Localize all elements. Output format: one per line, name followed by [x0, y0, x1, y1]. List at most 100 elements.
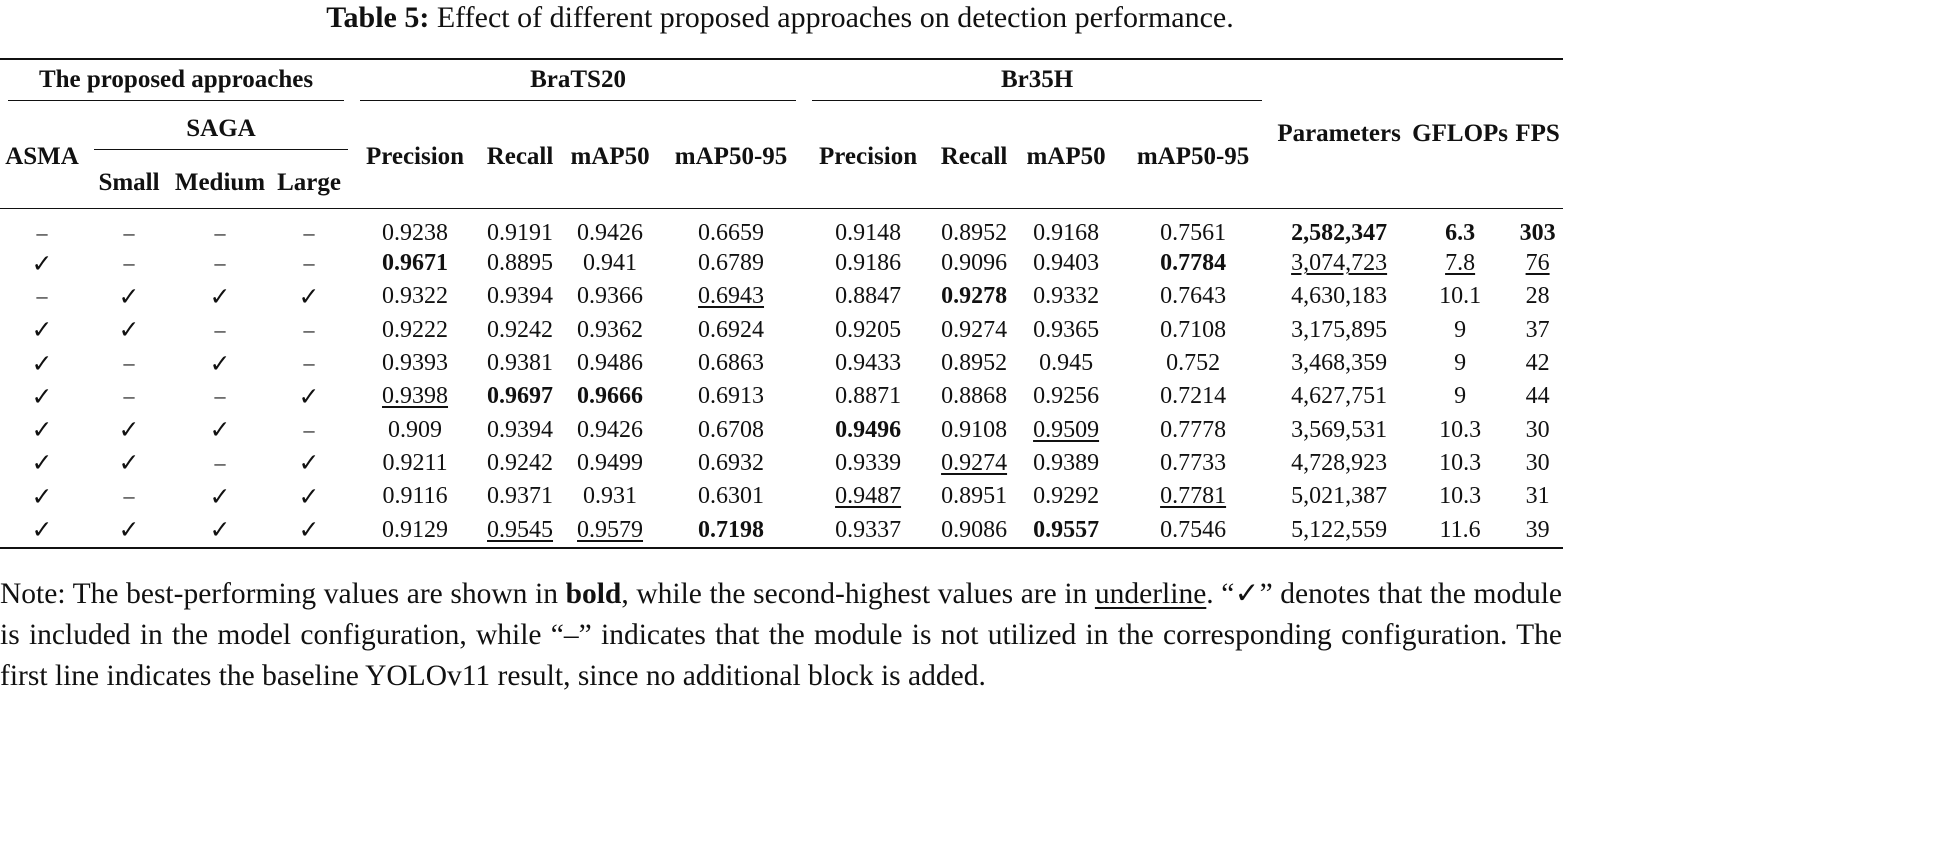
cell-value: 31 — [1525, 483, 1550, 510]
cell-value: 0.7781 — [1160, 483, 1227, 510]
table-cell: 0.7778 — [1116, 413, 1270, 446]
cell-value: 9 — [1454, 383, 1467, 410]
table-cell: – — [0, 209, 84, 248]
results-table: The proposed approaches BraTS20 Br35H Pa… — [0, 58, 1564, 549]
table-row: ✓ – – ✓ 0.9398 0.9697 0.9666 0.6913 0.8871 0.8868… — [0, 380, 1563, 413]
cell-value: 0.7198 — [698, 516, 765, 543]
table-row: ✓ – ✓ ✓ 0.9116 0.9371 0.931 0.6301 0.9487 0.8951 0… — [0, 480, 1563, 513]
table-cell: 0.6659 — [658, 209, 804, 248]
table-row: ✓ – ✓ – 0.9393 0.9381 0.9486 0.6863 0.9433 0.8952… — [0, 347, 1563, 380]
header-brats-map50-95: mAP50-95 — [658, 106, 805, 209]
table-cell: 0.9697 — [478, 380, 562, 413]
cell-value: 0.8871 — [835, 383, 902, 410]
table-cell: 0.9499 — [562, 447, 658, 480]
header-group-brats20: BraTS20 — [352, 58, 805, 106]
table-cell: 3,468,359 — [1270, 347, 1408, 380]
check-icon: ✓ — [118, 281, 140, 311]
table-cell: 0.9242 — [478, 447, 562, 480]
note-text-3: . “✓” denotes that the module is include… — [0, 578, 1563, 692]
cell-value: 0.909 — [388, 416, 443, 443]
cell-value: 0.9292 — [1033, 483, 1100, 510]
table-cell: ✓ — [0, 480, 84, 513]
dash-icon: – — [303, 416, 315, 442]
table-cell: 0.9487 — [804, 480, 932, 513]
table-cell: 3,074,723 — [1270, 247, 1408, 280]
table-cell: 31 — [1512, 480, 1563, 513]
header-brats-precision: Precision — [352, 106, 479, 209]
table-cell: ✓ — [174, 413, 266, 446]
cell-value: 0.945 — [1039, 350, 1094, 377]
table-cell: ✓ — [0, 314, 84, 347]
table-cell: ✓ — [84, 513, 174, 549]
table-cell: 303 — [1512, 209, 1563, 248]
dash-icon: – — [303, 219, 315, 245]
cell-value: 4,630,183 — [1291, 283, 1388, 310]
cell-value: 0.9278 — [941, 283, 1008, 310]
table-cell: 5,122,559 — [1270, 513, 1409, 549]
table-cell: 0.8847 — [804, 280, 932, 313]
table-cell: 0.6863 — [658, 347, 804, 380]
table-cell: – — [84, 347, 174, 380]
table-cell: ✓ — [266, 280, 352, 313]
table-cell: 0.8895 — [478, 247, 562, 280]
table-cell: 0.9222 — [352, 314, 478, 347]
check-icon: ✓ — [209, 281, 231, 311]
table-cell: ✓ — [84, 280, 174, 313]
table-cell: 4,630,183 — [1270, 280, 1408, 313]
table-cell: – — [266, 314, 352, 347]
table-cell: 2,582,347 — [1270, 209, 1408, 248]
table-body: – – – – 0.9238 0.9191 0.9426 0.6659 0.9148 0.8952… — [0, 209, 1564, 549]
table-cell: 0.9426 — [562, 413, 658, 446]
table-cell: 0.9433 — [804, 347, 932, 380]
table-cell: 0.9496 — [804, 413, 932, 446]
cell-value: 0.9211 — [382, 449, 448, 476]
table-cell: 0.6708 — [658, 413, 804, 446]
table-cell: ✓ — [266, 380, 352, 413]
cell-value: 303 — [1519, 219, 1556, 246]
cell-value: 0.9186 — [835, 250, 902, 277]
check-icon: ✓ — [31, 248, 53, 278]
table-cell: 0.909 — [352, 413, 478, 446]
table-cell: 0.9545 — [478, 513, 563, 549]
header-saga-large: Large — [266, 158, 353, 209]
cell-value: 0.9393 — [382, 350, 449, 377]
table-cell: 0.941 — [562, 247, 658, 280]
cell-value: 11.6 — [1439, 516, 1481, 543]
table-cell: 0.6789 — [658, 247, 804, 280]
caption-label: Table 5: — [326, 1, 430, 34]
header-fps: FPS — [1512, 58, 1564, 209]
table-cell: 0.6932 — [658, 447, 804, 480]
cell-value: 0.7733 — [1160, 449, 1227, 476]
cell-value: 5,122,559 — [1291, 516, 1388, 543]
header-br35h-recall: Recall — [932, 106, 1017, 209]
table-cell: 0.7643 — [1116, 280, 1270, 313]
table-cell: – — [174, 447, 266, 480]
table-cell: – — [174, 247, 266, 280]
table-cell: ✓ — [174, 280, 266, 313]
table-cell: 0.9256 — [1016, 380, 1116, 413]
cell-value: 0.9238 — [382, 219, 449, 246]
cell-value: 0.9274 — [941, 316, 1008, 343]
table-cell: 0.9186 — [804, 247, 932, 280]
cell-value: 0.6932 — [698, 449, 765, 476]
table-cell: 10.3 — [1408, 447, 1512, 480]
cell-value: 30 — [1525, 449, 1550, 476]
table-cell: – — [266, 247, 352, 280]
cell-value: 9 — [1454, 316, 1467, 343]
check-icon: ✓ — [31, 348, 53, 378]
table-cell: 0.6301 — [658, 480, 804, 513]
table-cell: ✓ — [0, 413, 84, 446]
table-cell: – — [84, 480, 174, 513]
table-cell: 0.9486 — [562, 347, 658, 380]
check-icon: ✓ — [209, 348, 231, 378]
cell-value: 0.7108 — [1160, 316, 1227, 343]
table-cell: ✓ — [84, 314, 174, 347]
cell-value: 0.9256 — [1033, 383, 1100, 410]
cell-value: 0.9116 — [382, 483, 448, 510]
header-saga: SAGA — [84, 106, 352, 158]
table-cell: 0.7108 — [1116, 314, 1270, 347]
check-icon: ✓ — [31, 381, 53, 411]
dash-icon: – — [214, 449, 226, 475]
table-cell: – — [0, 280, 84, 313]
cell-value: 10.3 — [1439, 483, 1482, 510]
